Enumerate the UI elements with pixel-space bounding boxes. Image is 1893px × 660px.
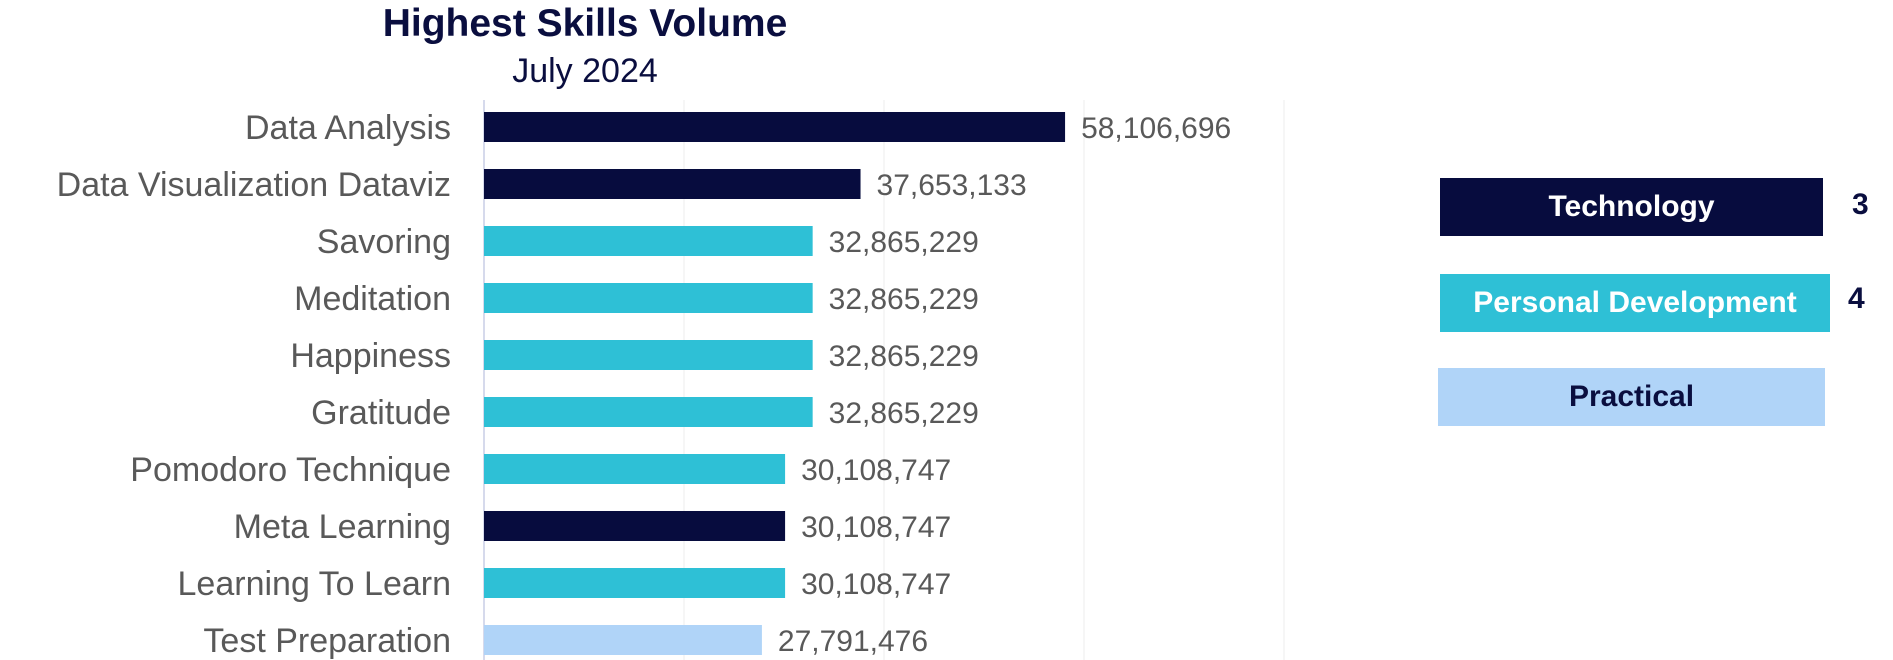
bar — [484, 112, 1066, 142]
bar — [484, 397, 813, 427]
legend-practical: Practical — [1438, 368, 1825, 426]
data-label: 30,108,747 — [801, 568, 951, 601]
category-label: Test Preparation — [203, 622, 451, 660]
bar — [484, 625, 762, 655]
data-label: 30,108,747 — [801, 511, 951, 544]
data-label: 30,108,747 — [801, 454, 951, 487]
category-label: Happiness — [290, 337, 451, 375]
category-label: Gratitude — [311, 394, 451, 432]
legend-label-practical: Practical — [1568, 380, 1695, 413]
category-label: Meditation — [294, 280, 451, 318]
legend-count-technology: 3 — [1852, 188, 1869, 221]
bar — [484, 568, 786, 598]
bar — [484, 283, 813, 313]
legend-label-technology: Technology — [1548, 190, 1715, 223]
category-label: Pomodoro Technique — [130, 451, 451, 489]
chart-subtitle: July 2024 — [512, 52, 658, 90]
data-label: 58,106,696 — [1081, 112, 1231, 145]
bar — [484, 169, 861, 199]
chart-title: Highest Skills Volume — [382, 2, 788, 45]
legend-label-personal-development: Personal Development — [1473, 286, 1797, 319]
data-label: 37,653,133 — [877, 169, 1027, 202]
bar — [484, 226, 813, 256]
category-label: Meta Learning — [234, 508, 451, 546]
data-label: 32,865,229 — [829, 226, 979, 259]
data-label: 32,865,229 — [829, 283, 979, 316]
category-label: Data Analysis — [245, 109, 451, 147]
bar — [484, 511, 786, 541]
bar — [484, 454, 786, 484]
legend-personal-development: Personal Development — [1440, 274, 1830, 332]
category-label: Savoring — [317, 223, 451, 261]
bar — [484, 340, 813, 370]
category-label: Learning To Learn — [178, 565, 451, 603]
data-label: 32,865,229 — [829, 397, 979, 430]
data-label: 27,791,476 — [778, 625, 928, 658]
legend-technology: Technology — [1440, 178, 1823, 236]
category-label: Data Visualization Dataviz — [57, 166, 451, 204]
data-label: 32,865,229 — [829, 340, 979, 373]
legend-count-personal-development: 4 — [1848, 282, 1865, 315]
